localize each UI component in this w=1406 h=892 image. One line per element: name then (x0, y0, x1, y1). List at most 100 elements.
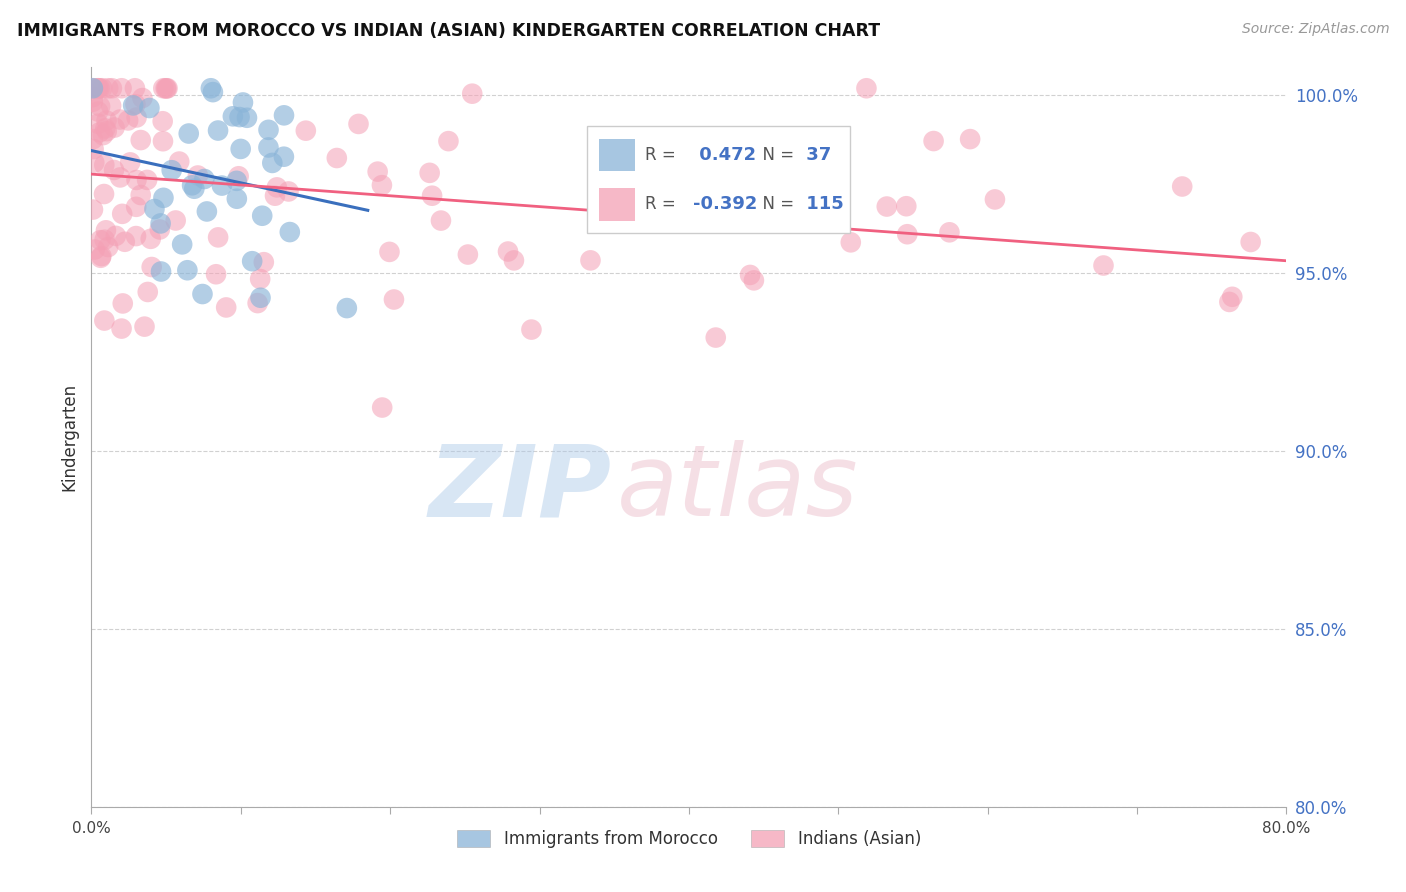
Point (96, 113, 118, 128)
Point (240, 254, 263, 268)
Point (87, 117, 110, 131)
Point (896, 199, 918, 213)
Point (82, 202, 104, 217)
Point (855, 81, 877, 95)
Point (741, 180, 763, 194)
Point (122, 98, 145, 112)
Point (152, 191, 174, 205)
Point (228, 110, 250, 124)
Point (222, 109, 245, 123)
Point (87, 104, 110, 119)
Point (152, 114, 174, 128)
Point (382, 293, 405, 307)
Point (839, 235, 862, 250)
Point (136, 285, 159, 299)
Point (124, 81, 146, 95)
Point (83, 155, 105, 169)
Text: 115: 115 (800, 195, 844, 213)
Point (193, 172, 215, 186)
Bar (599, 139, 636, 171)
Point (117, 113, 139, 128)
Point (149, 216, 172, 230)
Point (278, 225, 301, 239)
Point (257, 140, 280, 154)
Point (229, 142, 252, 156)
Point (228, 169, 250, 184)
Point (125, 229, 148, 244)
Point (246, 296, 269, 310)
Text: -0.392: -0.392 (693, 195, 756, 213)
Point (136, 173, 159, 187)
Point (740, 268, 762, 282)
Point (93, 233, 115, 247)
Point (108, 170, 131, 185)
Point (82, 81, 104, 95)
Point (211, 178, 233, 193)
Point (326, 151, 349, 165)
Point (430, 213, 453, 227)
Point (200, 81, 222, 95)
Point (1171, 179, 1194, 194)
Point (172, 237, 194, 252)
Point (104, 228, 127, 243)
Point (108, 112, 131, 127)
Point (101, 81, 124, 95)
Point (277, 185, 299, 199)
Y-axis label: Kindergarten: Kindergarten (60, 383, 79, 491)
Point (89, 233, 111, 247)
Point (420, 188, 443, 202)
Point (984, 193, 1007, 207)
Text: R =: R = (645, 195, 675, 213)
Point (876, 200, 898, 214)
Point (82, 81, 104, 95)
Point (129, 133, 152, 147)
Point (125, 173, 148, 187)
Point (191, 287, 214, 301)
Point (97, 240, 120, 254)
Point (187, 169, 209, 183)
Point (93, 158, 115, 172)
Point (167, 154, 190, 169)
Point (922, 134, 945, 148)
Point (103, 163, 125, 178)
Point (91, 128, 114, 142)
Legend: Immigrants from Morocco, Indians (Asian): Immigrants from Morocco, Indians (Asian) (450, 823, 928, 855)
Text: N =: N = (752, 146, 794, 164)
Point (90, 251, 112, 265)
Point (150, 264, 173, 278)
Point (266, 180, 288, 194)
Point (457, 247, 479, 261)
Point (742, 273, 765, 287)
Point (97, 81, 120, 95)
Text: Source: ZipAtlas.com: Source: ZipAtlas.com (1241, 22, 1389, 37)
Point (90, 249, 112, 263)
Point (141, 260, 163, 274)
Point (419, 166, 441, 180)
Point (336, 301, 359, 315)
Point (205, 267, 228, 281)
Point (273, 108, 295, 122)
Point (93, 187, 115, 202)
Point (367, 164, 389, 178)
Point (100, 99, 122, 113)
Point (83, 243, 105, 257)
Point (520, 322, 543, 336)
Point (89, 125, 111, 139)
Point (249, 291, 271, 305)
Point (225, 192, 247, 206)
Point (91, 81, 114, 95)
Point (120, 155, 142, 169)
FancyBboxPatch shape (588, 126, 851, 234)
Point (249, 272, 271, 286)
Point (129, 188, 152, 202)
Point (195, 204, 218, 219)
Text: 37: 37 (800, 146, 831, 164)
Point (236, 111, 259, 125)
Point (959, 132, 981, 146)
Point (262, 156, 284, 170)
Point (207, 123, 229, 137)
Point (131, 91, 153, 105)
Point (149, 222, 172, 236)
Point (124, 97, 146, 112)
Point (1218, 294, 1240, 309)
